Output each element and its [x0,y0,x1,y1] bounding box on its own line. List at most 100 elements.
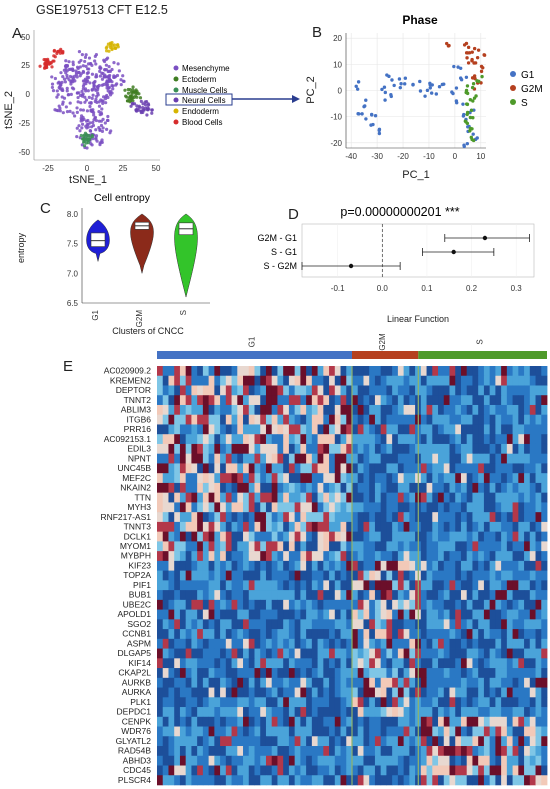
heatmap-cell [426,531,433,542]
heatmap-cell [535,531,542,542]
heatmap-cell [352,551,359,562]
scatter-point [101,95,106,99]
heatmap-cell [524,677,531,688]
heatmap-cell [443,677,450,688]
heatmap-cell [489,668,496,679]
heatmap-cell [174,414,181,425]
heatmap-cell [237,658,244,669]
heatmap-cell [426,648,433,659]
heatmap-cell [386,463,393,474]
heatmap-cell [248,687,255,698]
heatmap-cell [466,755,473,766]
scatter-point [81,87,85,91]
heatmap-cell [162,453,169,464]
panel-b-xtick: 0 [453,152,458,161]
heatmap-cell [168,629,175,640]
heatmap-cell [512,765,519,776]
heatmap-cell [202,375,210,386]
heatmap-cell [489,541,496,552]
heatmap-cell [489,638,496,649]
heatmap-cell [197,434,204,445]
heatmap-cell [168,385,175,396]
heatmap-cell [438,395,445,406]
scatter-point [104,63,108,67]
scatter-point [112,43,117,47]
heatmap-cell [535,570,542,581]
heatmap-cell [288,560,296,571]
heatmap-cell [306,375,313,386]
heatmap-cell [443,726,450,737]
heatmap-cell [524,755,531,766]
heatmap-cell [225,570,232,581]
heatmap-cell [300,765,307,776]
heatmap-cell [380,746,387,757]
heatmap-cell [237,638,244,649]
heatmap-cell [357,746,364,757]
heatmap-cell [449,736,456,747]
gene-label: GLYATL2 [116,736,152,746]
scatter-point [84,141,88,145]
heatmap-cell [202,453,210,464]
heatmap-cell [197,746,204,757]
scatter-point [470,59,474,63]
heatmap-cell [357,609,364,620]
legend-label: Mesenchyme [182,64,230,73]
heatmap-cell [397,599,405,610]
heatmap-cell [214,502,221,513]
heatmap-cell [243,629,250,640]
scatter-point [96,93,100,97]
heatmap-cell [392,443,399,454]
heatmap-cell [529,619,536,630]
heatmap-cell [214,570,221,581]
heatmap-cell [260,638,267,649]
heatmap-cell [277,531,284,542]
heatmap-cell [478,482,485,493]
heatmap-cell [214,385,221,396]
heatmap-cell [529,482,536,493]
heatmap-cell [455,687,462,698]
heatmap-cell [489,609,496,620]
heatmap-cell [214,473,221,484]
heatmap-cell [202,521,210,532]
scatter-point [104,101,108,105]
heatmap-cell [524,434,531,445]
heatmap-cell [174,404,181,416]
heatmap-cell [420,687,427,698]
heatmap-cell [438,551,445,562]
heatmap-cell [529,531,536,542]
heatmap-cell [214,638,221,649]
scatter-point [129,104,133,108]
heatmap-cell [288,375,296,386]
heatmap-cell [397,570,405,581]
heatmap-cell [518,453,525,464]
heatmap-cell [162,473,169,484]
heatmap-cell [271,434,278,445]
heatmap-cell [352,580,359,591]
heatmap-cell [317,385,324,396]
heatmap-cell [265,541,273,552]
heatmap-cell [363,366,370,377]
heatmap-cell [323,755,330,766]
scatter-point [69,92,73,97]
heatmap-cell [220,580,227,591]
heatmap-cell [271,531,278,542]
heatmap-cell [495,424,502,435]
scatter-point [101,117,105,121]
heatmap-cell [455,404,462,416]
heatmap-cell [483,551,491,562]
heatmap-cell [248,560,255,571]
heatmap-cell [409,746,416,757]
heatmap-cell [185,502,192,513]
scatter-point [377,127,382,132]
heatmap-cell [225,726,232,737]
heatmap-cell [260,473,267,484]
heatmap-cell [220,366,227,377]
heatmap-cell [185,775,192,786]
scatter-point [126,91,131,95]
heatmap-cell [248,482,255,493]
heatmap-cell [449,463,456,474]
heatmap-cell [432,726,439,737]
heatmap-cell [237,609,244,620]
heatmap-cell [541,707,548,718]
